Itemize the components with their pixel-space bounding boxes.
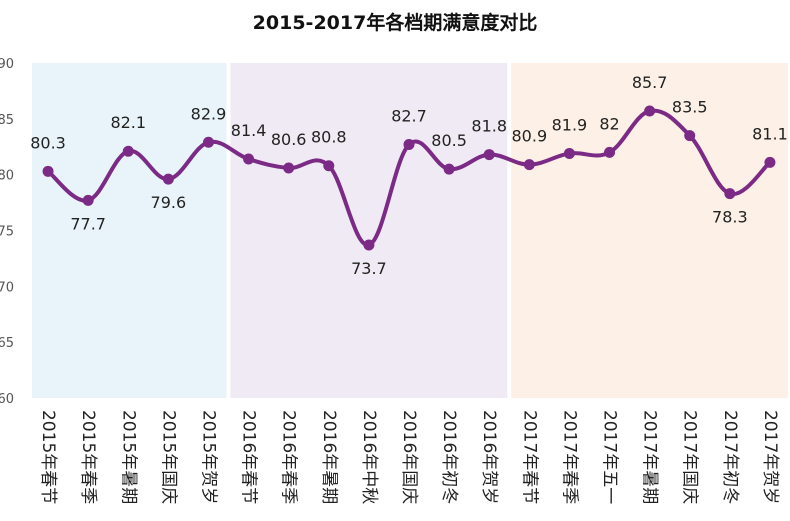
data-label: 82.1 [110,113,146,132]
data-label: 78.3 [712,208,748,227]
x-tick-label: 2017年五一 [600,410,620,504]
data-label: 80.6 [271,130,307,149]
data-label: 79.6 [151,193,187,212]
x-tick-label: 2016年初冬 [439,410,459,504]
data-point [323,160,335,172]
data-label: 82.9 [191,104,227,123]
data-label: 81.1 [752,124,788,143]
data-label: 77.7 [70,214,106,233]
data-label: 81.9 [552,115,588,134]
x-tick-label: 2015年暑期 [118,410,138,504]
data-label: 80.3 [30,133,66,152]
data-label: 85.7 [632,73,668,92]
data-point [202,136,214,148]
data-point [363,239,375,251]
data-point [162,173,174,185]
chart-title: 2015-2017年各档期满意度对比 [252,12,538,34]
data-label: 82 [599,114,619,133]
y-tick-label: 60 [0,392,14,407]
data-label: 80.8 [311,128,347,147]
data-point [523,159,535,171]
x-tick-label: 2017年国庆 [680,410,700,504]
y-tick-label: 70 [0,280,14,295]
y-tick-label: 85 [0,113,14,128]
x-tick-label: 2016年春节 [239,410,259,504]
x-tick-label: 2016年春季 [279,410,299,504]
data-label: 83.5 [672,98,708,117]
x-tick-label: 2017年春节 [519,410,539,504]
x-tick-label: 2017年暑期 [640,410,660,504]
x-tick-label: 2016年中秋 [359,410,379,504]
data-point [443,163,455,175]
x-tick-label: 2015年贺岁 [198,410,218,504]
data-label: 81.4 [231,121,267,140]
data-label: 81.8 [471,117,507,136]
x-tick-label: 2016年国庆 [399,410,419,504]
x-tick-label: 2015年国庆 [158,410,178,504]
data-point [403,139,415,151]
y-tick-label: 80 [0,169,14,184]
period-band [511,63,788,398]
x-tick-label: 2016年暑期 [319,410,339,504]
x-tick-label: 2017年春季 [559,410,579,504]
data-label: 80.5 [431,131,467,150]
data-point [42,165,54,177]
data-point [764,156,776,168]
data-label: 82.7 [391,107,427,126]
x-tick-label: 2015年春季 [78,410,98,504]
x-tick-label: 2017年初冬 [720,410,740,504]
data-point [563,147,575,159]
y-tick-label: 75 [0,225,14,240]
x-tick-label: 2015年春节 [38,410,58,504]
data-point [604,146,616,158]
data-point [82,194,94,206]
period-band [32,63,227,398]
data-point [122,145,134,157]
x-tick-label: 2016年贺岁 [479,410,499,504]
data-point [684,130,696,142]
data-point [724,188,736,200]
period-band [230,63,508,398]
data-point [483,149,495,161]
data-label: 80.9 [512,127,548,146]
x-tick-label: 2017年贺岁 [760,410,780,504]
y-tick-label: 65 [0,336,14,351]
data-point [243,153,255,165]
data-label: 73.7 [351,259,387,278]
data-point [644,105,656,117]
y-tick-label: 90 [0,57,14,72]
data-point [283,162,295,174]
